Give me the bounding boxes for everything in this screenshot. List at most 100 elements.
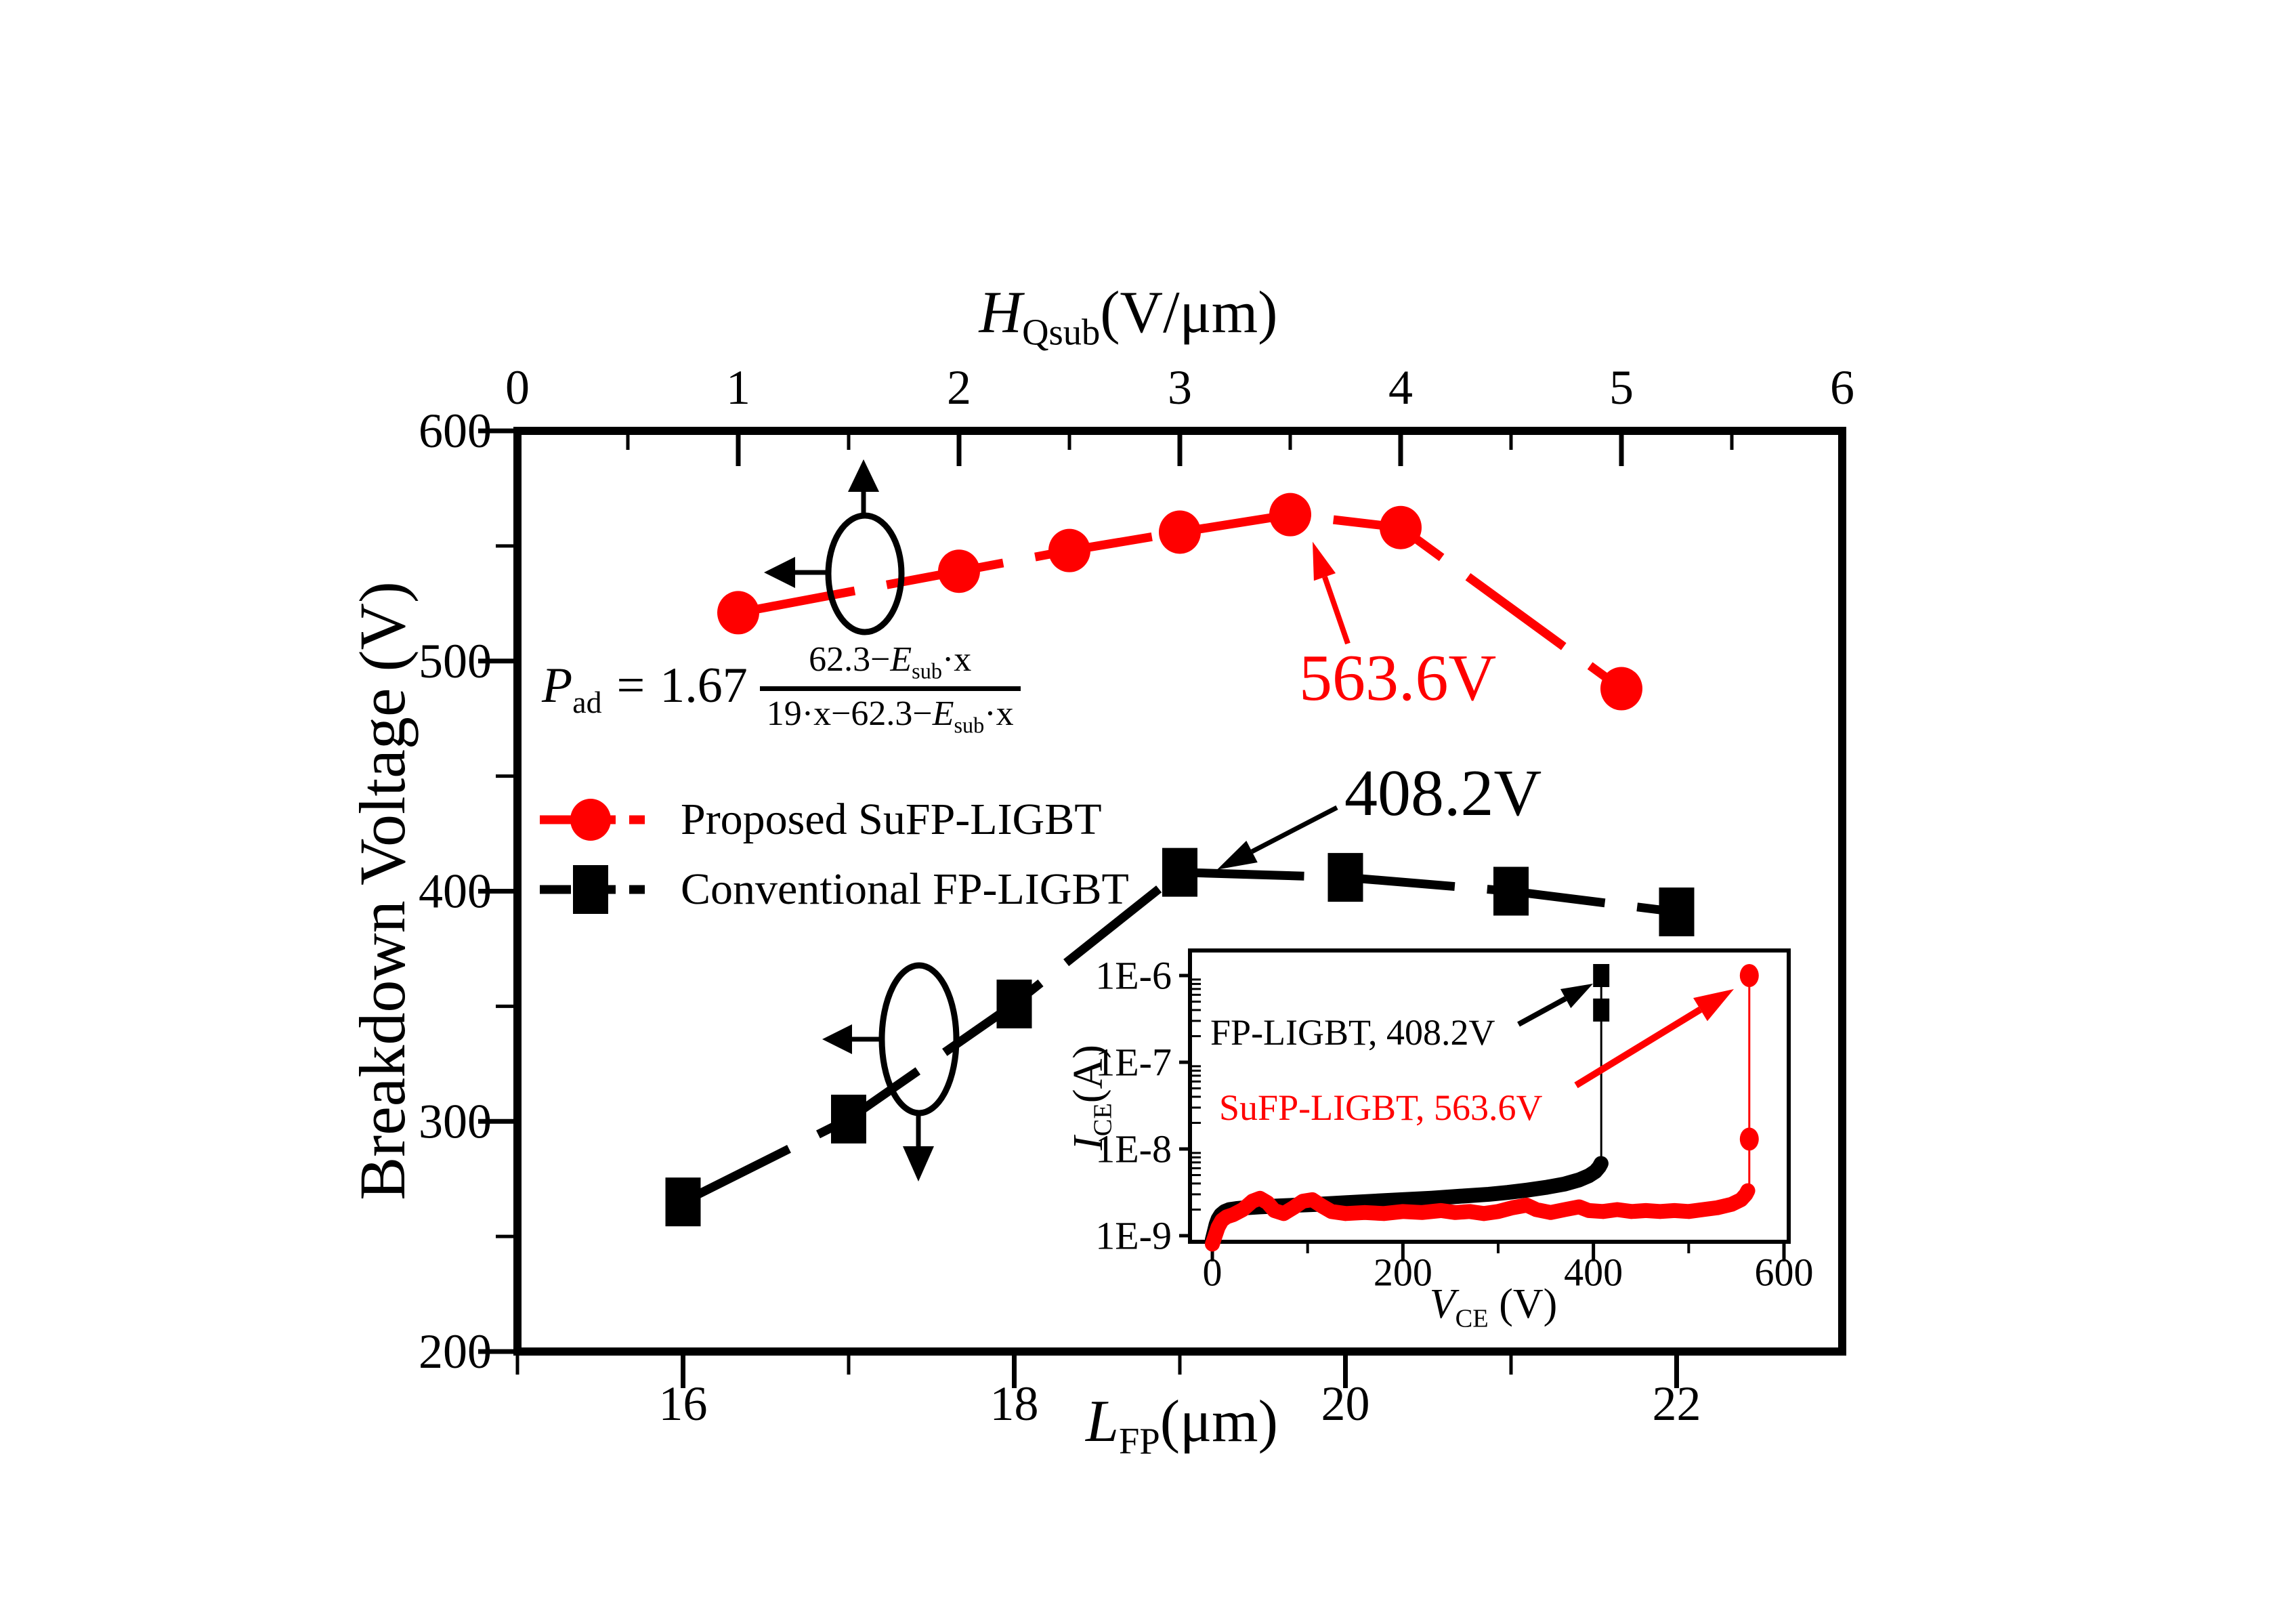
bottom-axis-tick-label: 20 bbox=[1321, 1377, 1370, 1431]
annotation-black-peak: 408.2V bbox=[1344, 757, 1542, 830]
inset-red-arrow-shaft bbox=[1574, 1006, 1703, 1089]
inset-y-var: I bbox=[1065, 1136, 1112, 1150]
inset-jump-marker-red bbox=[1739, 964, 1759, 987]
formula-coef: 1.67 bbox=[660, 657, 748, 713]
bottom-axis-tick-label: 16 bbox=[659, 1377, 708, 1431]
series-proposed-marker bbox=[1380, 505, 1422, 549]
inset-left-tick-label: 1E-7 bbox=[1095, 1041, 1172, 1085]
inset-x-axis-title: VCE (V) bbox=[1430, 1283, 1558, 1332]
series-conventional-marker bbox=[831, 1094, 866, 1144]
series-conventional-marker bbox=[1659, 887, 1695, 937]
formula-num-post: ·x bbox=[941, 640, 972, 679]
series-conventional-marker bbox=[665, 1177, 701, 1227]
main-plot-frame bbox=[513, 427, 1846, 1356]
inset-black-arrow-head bbox=[1560, 984, 1593, 1009]
series-proposed-marker bbox=[1600, 667, 1642, 711]
top-axis-tick-label: 3 bbox=[1168, 360, 1192, 415]
formula-P-sub: ad bbox=[572, 684, 602, 719]
top-axis-tick-label: 1 bbox=[726, 360, 750, 415]
legend-label-conventional: Conventional FP-LIGBT bbox=[681, 864, 1129, 914]
inset-black-arrow-shaft bbox=[1517, 996, 1567, 1027]
black-curve-left-arrow-head bbox=[822, 1024, 852, 1054]
bottom-axis-tick-label: 22 bbox=[1653, 1377, 1701, 1431]
black-curve-axis-indicator-ellipse bbox=[878, 962, 960, 1116]
inset-bottom-tick-label: 200 bbox=[1374, 1251, 1432, 1295]
inset-left-tick-label: 1E-6 bbox=[1095, 954, 1172, 998]
inset-x-var: V bbox=[1429, 1281, 1455, 1328]
series-proposed-marker bbox=[1048, 528, 1090, 572]
red-curve-up-arrow-head bbox=[848, 459, 879, 492]
annotation-red-arrow-shaft bbox=[1322, 576, 1351, 645]
left-axis-tick-label: 300 bbox=[419, 1094, 492, 1148]
inset-x-sub: CE bbox=[1455, 1304, 1489, 1333]
formula-lhs: Pad = 1.67 bbox=[542, 661, 748, 718]
inset-bottom-tick-label: 400 bbox=[1564, 1251, 1623, 1295]
formula-den-var-sub: sub bbox=[954, 713, 985, 738]
top-axis-var: H bbox=[979, 279, 1023, 346]
annotation-red-arrow-head bbox=[1313, 541, 1336, 581]
left-axis-tick-label: 500 bbox=[419, 634, 492, 688]
formula-equals: = bbox=[616, 657, 645, 713]
inset-annotation-red: SuFP-LIGBT, 563.6V bbox=[1219, 1087, 1543, 1128]
left-axis-tick-label: 600 bbox=[419, 404, 492, 458]
inset-left-tick-label: 1E-9 bbox=[1095, 1214, 1172, 1258]
series-proposed-marker bbox=[1159, 510, 1201, 554]
inset-y-unit: (A) bbox=[1065, 1045, 1112, 1104]
top-axis-sub: Qsub bbox=[1022, 311, 1101, 353]
inset-y-axis-title: ICE(A) bbox=[1065, 1045, 1118, 1150]
bottom-axis-tick-label: 18 bbox=[990, 1377, 1039, 1431]
y-axis-title-text: Breakdown Voltage (V) bbox=[346, 581, 419, 1200]
inset-annotation-black: FP-LIGBT, 408.2V bbox=[1210, 1012, 1495, 1053]
series-conventional-marker bbox=[1327, 853, 1363, 902]
red-curve-axis-indicator-ellipse bbox=[825, 512, 905, 635]
bottom-axis-var: L bbox=[1086, 1388, 1120, 1455]
legend-label-proposed: Proposed SuFP-LIGBT bbox=[681, 795, 1102, 844]
legend-marker-conventional bbox=[573, 865, 608, 914]
series-proposed-marker bbox=[1269, 493, 1311, 537]
series-proposed-marker bbox=[717, 591, 759, 635]
formula-denominator: 19·x−62.3−Esub·x bbox=[759, 686, 1021, 738]
top-axis-tick-label: 4 bbox=[1388, 360, 1413, 415]
formula: Pad = 1.67 62.3−Esub·x 19·x−62.3−Esub·x bbox=[542, 642, 1021, 736]
bottom-axis-title: LFP(μm) bbox=[1086, 1392, 1278, 1460]
top-axis-title: HQsub(V/μm) bbox=[979, 283, 1278, 351]
inset-y-sub: CE bbox=[1088, 1103, 1118, 1137]
top-axis-unit: (V/μm) bbox=[1100, 279, 1278, 346]
formula-num-pre: 62.3− bbox=[809, 640, 891, 679]
formula-num-var: E bbox=[890, 640, 912, 679]
formula-P: P bbox=[542, 657, 573, 713]
inset-jump-marker-black bbox=[1593, 964, 1610, 987]
top-axis-tick-label: 0 bbox=[505, 360, 530, 415]
formula-den-var: E bbox=[932, 694, 954, 733]
bottom-axis-sub: FP bbox=[1119, 1420, 1160, 1462]
inset-x-unit: (V) bbox=[1488, 1281, 1558, 1328]
left-axis-tick-label: 200 bbox=[419, 1324, 492, 1379]
series-proposed-marker bbox=[938, 549, 980, 593]
series-conventional-marker bbox=[996, 979, 1032, 1028]
inset-jump-marker-red bbox=[1739, 1127, 1759, 1151]
formula-numerator: 62.3−Esub·x bbox=[802, 642, 978, 686]
top-axis-tick-label: 5 bbox=[1609, 360, 1634, 415]
inset-left-tick-label: 1E-8 bbox=[1095, 1127, 1172, 1171]
inset-jump-marker-black bbox=[1593, 998, 1610, 1022]
inset-red-arrow-head bbox=[1693, 989, 1734, 1022]
inset-bottom-tick-label: 0 bbox=[1203, 1251, 1223, 1295]
legend-marker-proposed bbox=[570, 799, 611, 841]
left-axis-tick-label: 400 bbox=[419, 864, 492, 919]
annotation-black-arrow-head bbox=[1217, 840, 1258, 870]
formula-num-var-sub: sub bbox=[912, 658, 942, 684]
formula-fraction: 62.3−Esub·x 19·x−62.3−Esub·x bbox=[759, 642, 1021, 738]
top-axis-tick-label: 6 bbox=[1830, 360, 1854, 415]
bottom-axis-unit: (μm) bbox=[1160, 1388, 1278, 1455]
formula-den-pre: 19·x−62.3− bbox=[766, 694, 933, 733]
y-axis-title: Breakdown Voltage (V) bbox=[346, 581, 419, 1200]
inset-curve-red bbox=[1205, 1183, 1756, 1252]
annotation-red-peak: 563.6V bbox=[1299, 642, 1497, 715]
annotation-black-arrow-shaft bbox=[1250, 805, 1338, 854]
top-axis-tick-label: 2 bbox=[947, 360, 971, 415]
formula-den-post: ·x bbox=[984, 694, 1014, 733]
red-curve-left-arrow-head bbox=[764, 557, 795, 588]
inset-bottom-tick-label: 600 bbox=[1755, 1251, 1814, 1295]
